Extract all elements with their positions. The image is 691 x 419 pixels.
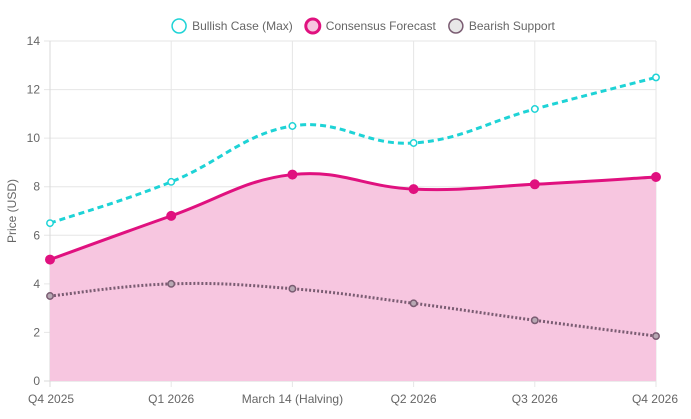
legend-marker xyxy=(304,17,322,35)
legend: Bullish Case (Max) Consensus Forecast Bear… xyxy=(171,17,556,35)
y-tick-label: 14 xyxy=(27,34,41,48)
legend-label: Bullish Case (Max) xyxy=(192,19,293,33)
y-tick-label: 6 xyxy=(33,228,40,242)
y-tick-label: 4 xyxy=(33,277,40,291)
data-point[interactable] xyxy=(652,73,660,82)
x-tick-label: Q4 2025 xyxy=(28,392,74,406)
data-point[interactable] xyxy=(530,105,539,113)
y-tick-label: 2 xyxy=(33,325,40,339)
x-tick-label: Q1 2026 xyxy=(148,392,194,406)
y-axis-title: Price (USD) xyxy=(5,179,19,243)
data-point[interactable] xyxy=(167,279,176,288)
data-point[interactable] xyxy=(288,122,297,130)
data-point[interactable] xyxy=(46,219,54,228)
data-point[interactable] xyxy=(651,172,661,182)
data-point[interactable] xyxy=(409,139,418,147)
series-points xyxy=(45,73,661,341)
data-point[interactable] xyxy=(529,179,540,190)
data-point[interactable] xyxy=(167,177,176,186)
x-tick-label: Q3 2026 xyxy=(512,392,558,406)
x-tick-label: Q2 2026 xyxy=(391,392,437,406)
y-axis-ticks: 0 2 4 6 8 10 12 14 xyxy=(27,34,41,388)
legend-marker xyxy=(171,18,187,34)
data-point[interactable] xyxy=(408,184,419,195)
consensus-area xyxy=(50,173,656,381)
series-line xyxy=(49,281,657,338)
data-point[interactable] xyxy=(166,210,177,221)
series-line xyxy=(49,75,657,225)
series-lines xyxy=(49,75,657,338)
x-tick-label: March 14 (Halving) xyxy=(242,392,343,406)
legend-item[interactable]: Bullish Case (Max) xyxy=(171,18,293,34)
x-axis-ticks: Q4 2025 Q1 2026 March 14 (Halving) Q2 2026 Q… xyxy=(28,392,678,406)
y-tick-label: 0 xyxy=(33,374,40,388)
legend-label: Consensus Forecast xyxy=(326,19,437,33)
y-tick-label: 8 xyxy=(33,180,40,194)
series-line xyxy=(49,172,657,261)
data-point[interactable] xyxy=(45,254,55,265)
y-tick-label: 12 xyxy=(27,83,41,97)
legend-marker xyxy=(448,18,464,34)
legend-label: Bearish Support xyxy=(469,19,556,33)
data-point[interactable] xyxy=(288,284,297,293)
data-point[interactable] xyxy=(409,299,418,308)
data-point[interactable] xyxy=(652,332,660,341)
legend-item[interactable]: Consensus Forecast xyxy=(304,17,437,35)
y-tick-label: 10 xyxy=(27,131,41,145)
area-fill xyxy=(50,173,656,381)
data-point[interactable] xyxy=(287,169,298,180)
data-point[interactable] xyxy=(530,316,539,325)
data-point[interactable] xyxy=(46,292,54,300)
x-tick-label: Q4 2026 xyxy=(632,392,678,406)
legend-item[interactable]: Bearish Support xyxy=(448,18,556,34)
